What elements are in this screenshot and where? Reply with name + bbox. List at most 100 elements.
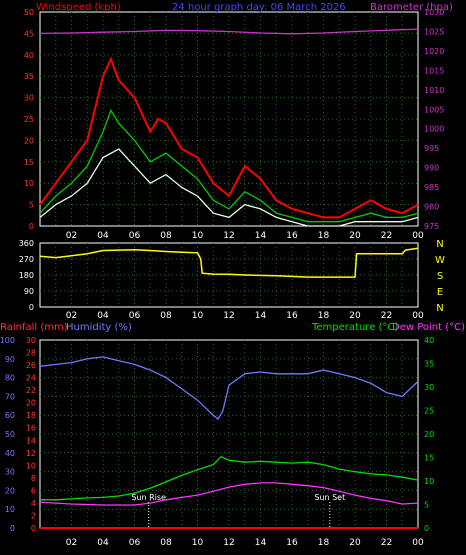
direction-tick-label: 180 bbox=[19, 271, 34, 280]
x-tick-label: 16 bbox=[286, 538, 298, 548]
speed-line bbox=[39, 148, 419, 227]
barometer-tick-label: 975 bbox=[424, 222, 439, 231]
windspeed-tick-label: 40 bbox=[24, 51, 34, 60]
humidity-axis-label: Humidity (%) bbox=[66, 322, 132, 333]
rain-tick-label: 18 bbox=[26, 411, 36, 420]
rain-tick-label: 30 bbox=[26, 336, 36, 345]
dewpoint-axis-label: Dew Point (°C) bbox=[392, 322, 465, 333]
x-tick-label: 22 bbox=[381, 231, 392, 241]
windspeed-tick-label: 35 bbox=[24, 72, 34, 81]
windspeed-tick-label: 15 bbox=[24, 158, 34, 167]
x-tick-label: 10 bbox=[192, 231, 204, 241]
windspeed-tick-label: 0 bbox=[29, 222, 34, 231]
humidity-tick-label: 10 bbox=[5, 505, 15, 514]
direction-tick-label: 90 bbox=[24, 287, 34, 296]
windspeed-tick-label: 25 bbox=[24, 115, 34, 124]
compass-label: N bbox=[436, 239, 443, 250]
humidity-line bbox=[39, 356, 419, 420]
temperature-tick-label: 25 bbox=[424, 407, 434, 416]
x-tick-label: 14 bbox=[255, 538, 267, 548]
direction-tick-label: 270 bbox=[19, 255, 34, 264]
dewpoint-line bbox=[39, 482, 419, 506]
humidity-tick-label: 100 bbox=[0, 336, 15, 345]
windspeed-tick-labels: 0 5 10 15 20 25 30 35 40 45 50 bbox=[24, 8, 34, 231]
temp-humidity-series bbox=[39, 356, 419, 529]
rain-tick-label: 28 bbox=[26, 349, 36, 358]
temperature-tick-label: 20 bbox=[424, 430, 434, 439]
barometer-tick-label: 1005 bbox=[424, 105, 444, 114]
x-tick-label: 00 bbox=[412, 538, 424, 548]
x-tick-label: 08 bbox=[160, 538, 172, 548]
humidity-tick-label: 50 bbox=[5, 430, 15, 439]
wind-barometer-panel: Windspeed (kph) 24 hour graph day: 06 Ma… bbox=[24, 2, 453, 241]
barometer-line bbox=[39, 28, 419, 35]
rain-tick-label: 6 bbox=[31, 486, 36, 495]
x-tick-label: 20 bbox=[349, 311, 361, 321]
rain-tick-label: 12 bbox=[26, 449, 36, 458]
barometer-tick-label: 980 bbox=[424, 203, 439, 212]
x-tick-label: 02 bbox=[66, 231, 77, 241]
humidity-tick-label: 80 bbox=[5, 374, 15, 383]
x-tick-label: 22 bbox=[381, 538, 392, 548]
rain-tick-label: 22 bbox=[26, 386, 36, 395]
temperature-tick-labels: 0 5 10 15 20 25 30 35 40 bbox=[424, 336, 434, 533]
x-tick-label: 18 bbox=[318, 311, 330, 321]
barometer-tick-labels: 975 980 985 990 995 1000 1005 1010 1015 1020 1025 1… bbox=[424, 8, 444, 231]
rain-tick-label: 2 bbox=[31, 511, 36, 520]
barometer-tick-label: 1025 bbox=[424, 27, 444, 36]
time-tick-labels: 02 04 06 08 10 12 14 16 18 20 22 00 bbox=[66, 311, 424, 321]
rain-tick-label: 4 bbox=[31, 499, 36, 508]
chart-title: 24 hour graph day: 06 March 2026 bbox=[172, 2, 346, 13]
humidity-tick-label: 20 bbox=[5, 486, 15, 495]
x-tick-label: 00 bbox=[412, 311, 424, 321]
x-tick-label: 12 bbox=[223, 538, 234, 548]
temperature-tick-label: 40 bbox=[424, 336, 434, 345]
x-tick-label: 10 bbox=[192, 538, 204, 548]
rainfall-axis-label: Rainfall (mm) bbox=[0, 322, 68, 333]
direction-tick-label: 0 bbox=[29, 303, 34, 312]
direction-line bbox=[39, 247, 419, 278]
x-tick-label: 14 bbox=[255, 231, 267, 241]
temperature-axis-label: Temperature (°C) bbox=[311, 322, 398, 333]
temperature-tick-label: 10 bbox=[424, 477, 434, 486]
barometer-tick-label: 1030 bbox=[424, 8, 444, 17]
time-tick-labels: 02 04 06 08 10 12 14 16 18 20 22 00 bbox=[66, 231, 424, 241]
rain-tick-label: 16 bbox=[26, 424, 36, 433]
windspeed-tick-label: 30 bbox=[24, 94, 34, 103]
temperature-tick-label: 0 bbox=[424, 524, 429, 533]
direction-series bbox=[39, 247, 419, 278]
sun-marker-label: Sun Rise bbox=[131, 493, 166, 502]
x-tick-label: 04 bbox=[97, 231, 109, 241]
x-tick-label: 04 bbox=[97, 311, 109, 321]
barometer-tick-label: 1010 bbox=[424, 86, 444, 95]
x-tick-label: 10 bbox=[192, 311, 204, 321]
humidity-tick-label: 90 bbox=[5, 355, 15, 364]
humidity-tick-label: 60 bbox=[5, 411, 15, 420]
compass-label: N bbox=[436, 303, 443, 314]
temperature-tick-label: 35 bbox=[424, 360, 434, 369]
windspeed-tick-label: 20 bbox=[24, 136, 34, 145]
compass-label: W bbox=[435, 255, 445, 266]
temperature-tick-label: 5 bbox=[424, 501, 429, 510]
x-tick-label: 06 bbox=[129, 538, 141, 548]
x-tick-label: 06 bbox=[129, 231, 141, 241]
compass-label: E bbox=[437, 287, 443, 298]
x-tick-label: 08 bbox=[160, 231, 172, 241]
x-tick-label: 12 bbox=[223, 231, 234, 241]
sun-marker-label: Sun Set bbox=[314, 493, 345, 502]
x-tick-label: 18 bbox=[318, 231, 330, 241]
windspeed-tick-label: 45 bbox=[24, 29, 34, 38]
barometer-tick-label: 1015 bbox=[424, 66, 444, 75]
rain-tick-label: 20 bbox=[26, 399, 36, 408]
x-tick-label: 08 bbox=[160, 311, 172, 321]
x-tick-label: 22 bbox=[381, 311, 392, 321]
x-tick-label: 20 bbox=[349, 538, 361, 548]
x-tick-label: 06 bbox=[129, 311, 141, 321]
gust-line bbox=[39, 56, 419, 219]
barometer-tick-label: 985 bbox=[424, 183, 439, 192]
compass-label: S bbox=[437, 271, 443, 282]
temperature-tick-label: 30 bbox=[424, 383, 434, 392]
